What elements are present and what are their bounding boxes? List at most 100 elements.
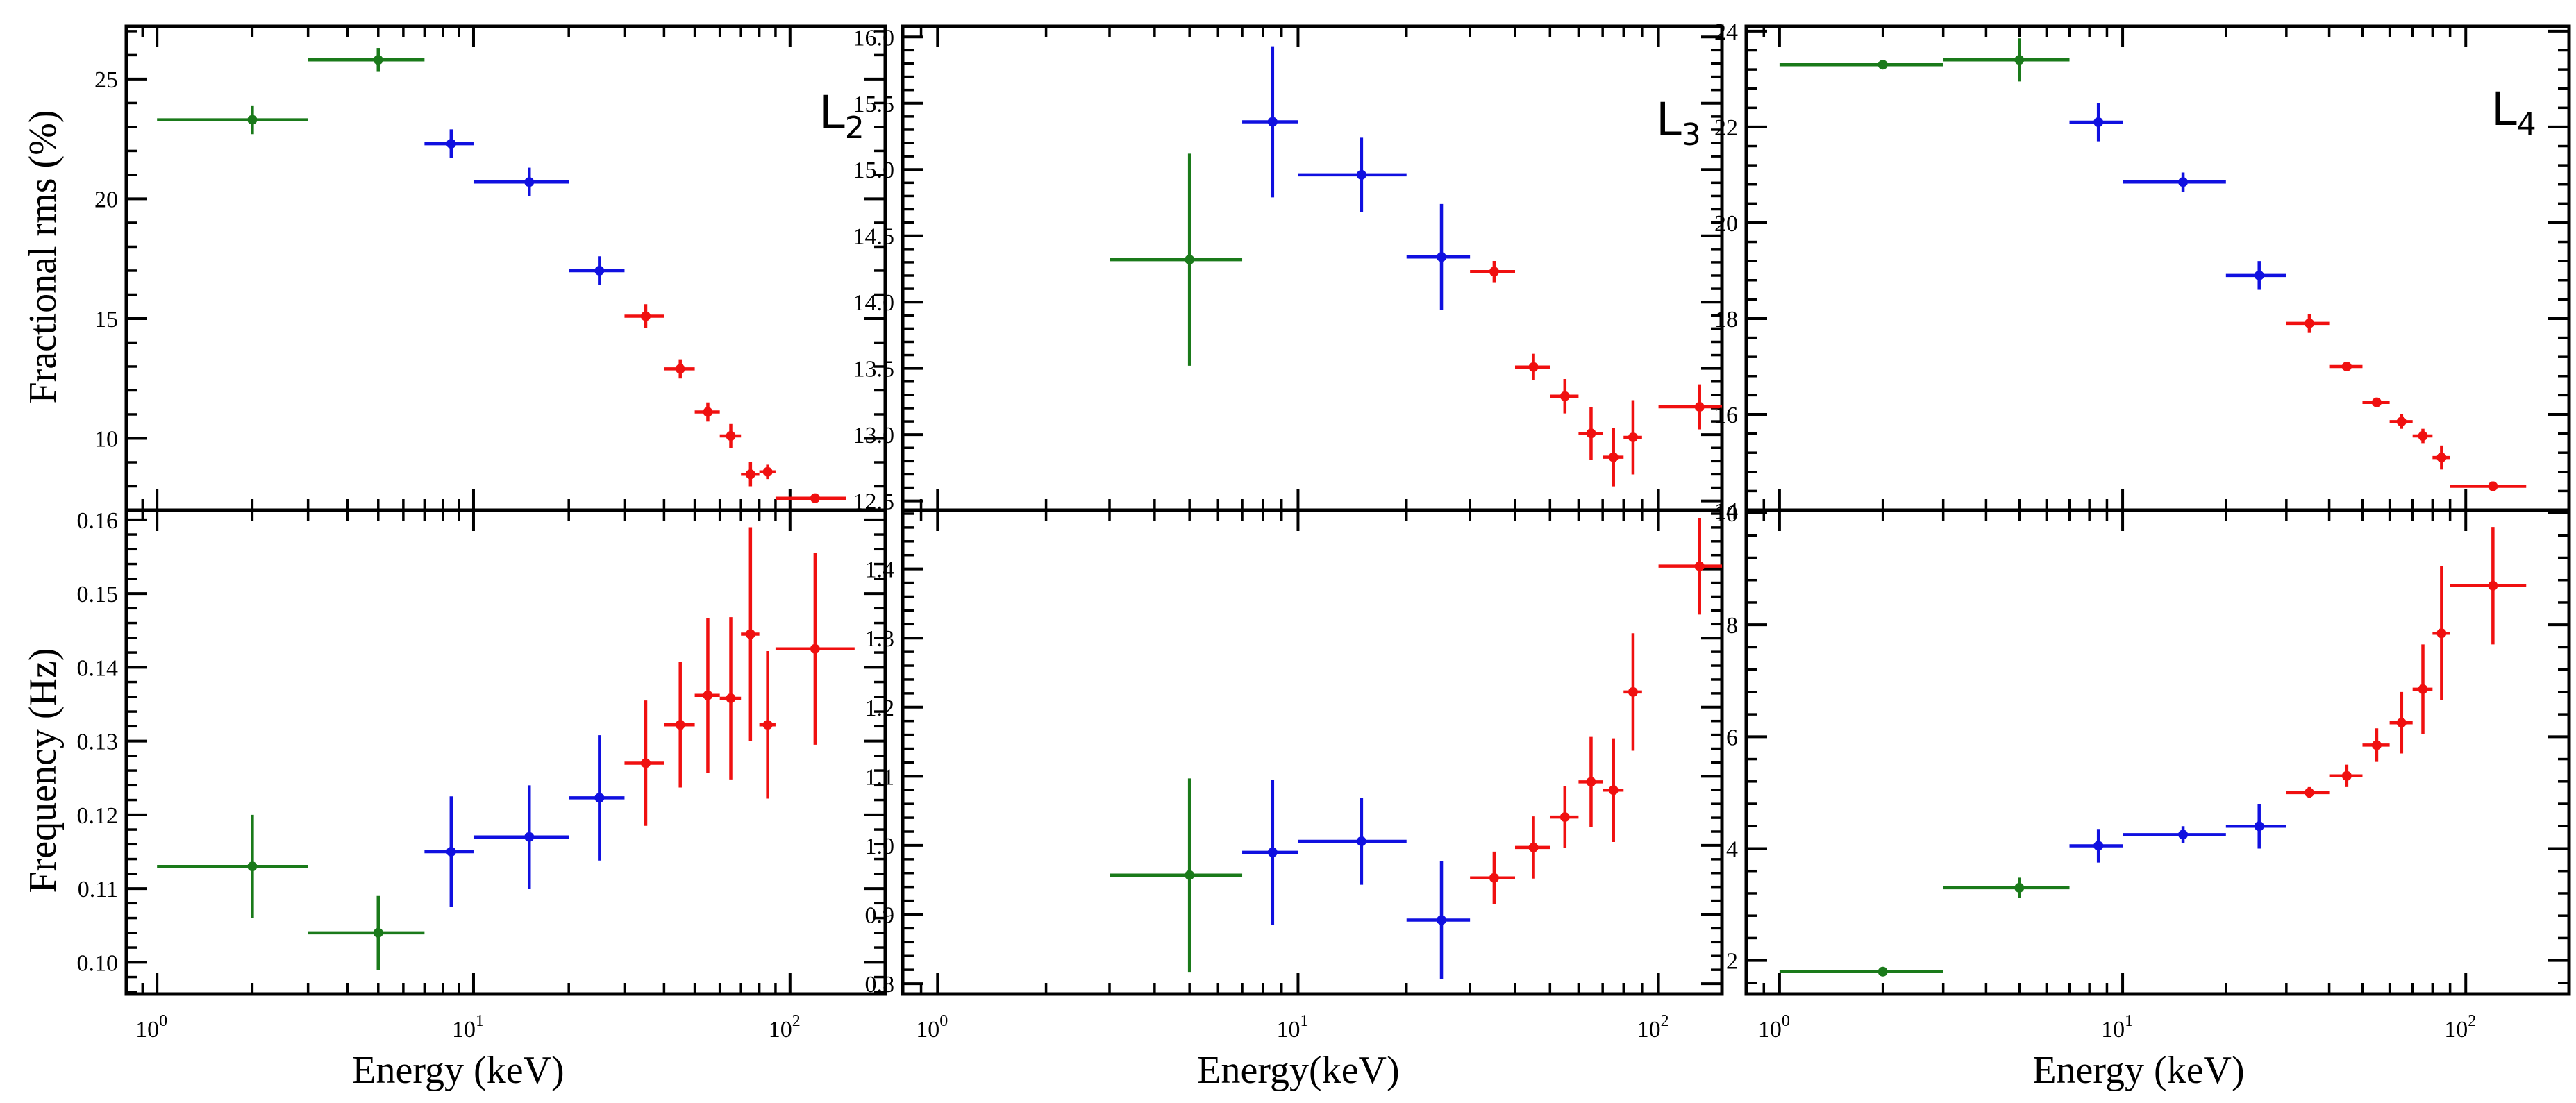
data-point-red [759,464,776,480]
xlabel-energy-l3: Energy(keV) [1197,1049,1399,1092]
ylabel-frequency: Frequency (Hz) [22,648,65,893]
y-tick-label: 0.9 [865,902,895,928]
data-point-blue [1242,46,1298,198]
data-point-green [1779,966,1943,977]
data-point-red [2450,527,2527,645]
point-marker [1586,777,1596,787]
data-point-blue [1406,203,1471,310]
point-marker [2304,318,2314,328]
data-point-red [2362,397,2390,407]
panel-l3-rms: 12.513.013.514.014.515.015.516.0 [853,24,1724,515]
point-marker [1185,870,1195,880]
data-point-red [2412,428,2433,444]
x-tick-label-exponent: 2 [1661,1012,1669,1030]
data-point-blue [424,796,474,907]
point-marker [762,466,773,477]
y-tick-label: 1.1 [865,764,895,790]
point-marker [1437,915,1447,925]
data-point-blue [2123,826,2226,843]
x-tick-label-base: 10 [1637,1017,1661,1043]
point-marker [1489,873,1499,883]
point-marker [1608,785,1619,795]
point-marker [1628,687,1638,697]
data-point-blue [569,256,625,285]
point-marker [703,407,713,417]
data-point-green [308,895,425,970]
data-point-red [1470,260,1515,283]
data-point-red [759,650,776,799]
panel-label-l4: L4 [2491,83,2536,142]
y-tick-label: 14.0 [853,290,895,316]
data-point-green [1110,778,1243,973]
point-marker [1694,561,1705,571]
point-marker [1185,255,1195,265]
x-ticks [901,510,1660,994]
point-marker [2396,718,2407,728]
data-point-green [1779,60,1943,70]
x-tick-label-base: 10 [2101,1017,2125,1043]
data-point-red [1623,633,1642,751]
point-marker [2304,787,2314,798]
point-marker [1559,812,1570,823]
data-point-red [2286,314,2330,333]
point-marker [1586,428,1596,439]
y-tick-label: 0.13 [77,730,119,755]
y-tick-label: 25 [94,67,118,93]
data-point-blue [1406,861,1471,979]
y-tick-label: 6 [1726,725,1738,750]
data-point-red [1658,384,1722,430]
y-tick-label: 15 [94,307,118,332]
y-tick-label: 24 [1714,19,1738,45]
point-marker [373,927,383,938]
data-point-red [1658,517,1722,615]
point-marker [1528,842,1539,852]
point-marker [2093,841,2104,851]
x-ticks [125,510,887,994]
data-point-red [1550,378,1579,414]
data-point-blue [569,735,625,861]
y-tick-label: 0.8 [865,972,895,997]
x-ticks [901,26,1660,510]
data-point-red [694,618,720,773]
panel-label-l4-sub: 4 [2517,107,2536,142]
ylabel-fractional-rms: Fractional rms (%) [22,110,65,404]
y-tick-label: 16.0 [853,25,895,51]
x-tick-label: 101 [1276,1012,1308,1043]
x-tick-label: 102 [2444,1012,2476,1043]
data-points [1110,46,1722,487]
y-ticks [126,30,885,512]
data-point-green [157,814,308,918]
data-point-green [1110,153,1243,366]
x-tick-label-base: 10 [452,1017,476,1043]
point-marker [2488,580,2498,591]
x-tick-label-base: 10 [1276,1017,1300,1043]
point-marker [1356,836,1366,846]
y-tick-label: 13.5 [853,357,895,382]
point-marker [373,55,383,65]
x-ticks [1745,510,2570,994]
data-points [157,48,846,503]
data-point-red [2432,566,2450,700]
point-marker [594,793,605,803]
x-tick-label-exponent: 0 [939,1012,948,1030]
data-point-blue [2225,804,2286,849]
y-tick-label: 20 [1714,211,1738,237]
point-marker [810,643,820,654]
point-marker [745,629,755,639]
data-point-red [741,527,760,741]
data-point-red [2389,414,2413,429]
y-tick-label: 22 [1714,115,1738,141]
panel-label-l2: L2 [819,86,864,146]
panel-label-l3-sub: 3 [1682,117,1701,153]
data-point-red [2389,691,2413,754]
point-marker [247,861,258,872]
point-marker [524,832,535,842]
data-point-red [1514,353,1550,380]
y-tick-label: 10 [1714,501,1738,527]
point-marker [594,265,605,276]
xlabel-energy-l4: Energy (keV) [2032,1049,2244,1092]
data-point-red [1578,736,1603,827]
point-marker [726,431,736,441]
data-point-red [2432,445,2450,470]
point-marker [524,177,535,187]
